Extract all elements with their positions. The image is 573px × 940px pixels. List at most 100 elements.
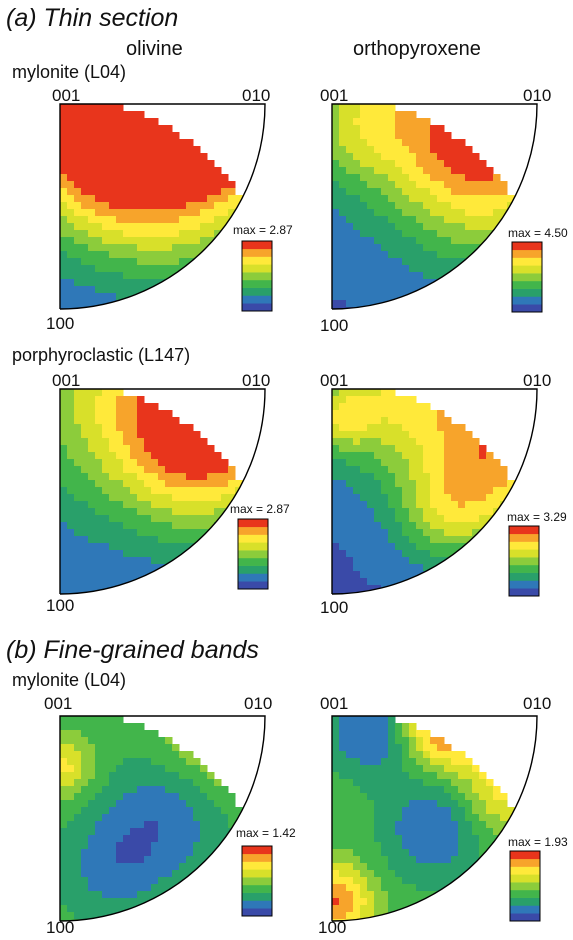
density-cell bbox=[388, 905, 396, 913]
density-cell bbox=[144, 807, 152, 815]
density-cell bbox=[444, 431, 452, 439]
density-cell bbox=[221, 800, 229, 808]
density-cell bbox=[458, 814, 466, 822]
density-cell bbox=[137, 118, 145, 126]
density-cell bbox=[81, 529, 89, 537]
density-cell bbox=[388, 772, 396, 780]
density-cell bbox=[144, 863, 152, 871]
density-cell bbox=[123, 195, 131, 203]
density-cell bbox=[465, 856, 473, 864]
density-cell bbox=[116, 251, 124, 259]
density-cell bbox=[151, 202, 159, 210]
density-cell bbox=[88, 578, 96, 586]
density-cell bbox=[130, 396, 138, 404]
density-cell bbox=[367, 104, 375, 112]
density-cell bbox=[116, 814, 124, 822]
density-cell bbox=[74, 828, 82, 836]
color-scale-bar bbox=[508, 525, 540, 597]
density-cell bbox=[402, 821, 410, 829]
density-cell bbox=[416, 508, 424, 516]
density-cell bbox=[81, 557, 89, 565]
density-cell bbox=[158, 744, 166, 752]
density-cell bbox=[130, 877, 138, 885]
density-cell bbox=[374, 550, 382, 558]
density-cell bbox=[416, 202, 424, 210]
density-cell bbox=[123, 417, 131, 425]
density-cell bbox=[60, 272, 68, 280]
density-cell bbox=[193, 800, 201, 808]
density-cell bbox=[367, 758, 375, 766]
density-cell bbox=[109, 744, 117, 752]
density-cell bbox=[388, 480, 396, 488]
density-cell bbox=[186, 870, 194, 878]
density-cell bbox=[74, 835, 82, 843]
density-cell bbox=[332, 856, 340, 864]
color-scale-segment bbox=[512, 296, 542, 305]
density-cell bbox=[367, 898, 375, 906]
density-cell bbox=[116, 863, 124, 871]
density-cell bbox=[193, 216, 201, 224]
density-cell bbox=[332, 403, 340, 411]
density-cell bbox=[102, 494, 110, 502]
density-cell bbox=[102, 125, 110, 133]
density-cell bbox=[402, 571, 410, 579]
density-cell bbox=[388, 111, 396, 119]
density-cell bbox=[81, 111, 89, 119]
density-cell bbox=[88, 438, 96, 446]
density-cell bbox=[60, 244, 68, 252]
density-cell bbox=[472, 515, 480, 523]
density-cell bbox=[374, 167, 382, 175]
density-cell bbox=[465, 821, 473, 829]
density-cell bbox=[116, 459, 124, 467]
density-cell bbox=[360, 723, 368, 731]
density-cell bbox=[74, 195, 82, 203]
density-cell bbox=[81, 578, 89, 586]
density-cell bbox=[346, 744, 354, 752]
density-cell bbox=[130, 237, 138, 245]
density-cell bbox=[332, 863, 340, 871]
density-cell bbox=[95, 487, 103, 495]
density-cell bbox=[339, 515, 347, 523]
density-cell bbox=[367, 522, 375, 530]
density-cell bbox=[95, 223, 103, 231]
density-cell bbox=[186, 835, 194, 843]
density-cell bbox=[381, 758, 389, 766]
density-cell bbox=[88, 286, 96, 294]
density-cell bbox=[74, 125, 82, 133]
density-cell bbox=[137, 396, 145, 404]
density-cell bbox=[116, 786, 124, 794]
density-cell bbox=[165, 877, 173, 885]
density-cell bbox=[374, 139, 382, 147]
density-cell bbox=[214, 835, 222, 843]
density-cell bbox=[388, 452, 396, 460]
density-cell bbox=[444, 779, 452, 787]
density-cell bbox=[179, 195, 187, 203]
density-cell bbox=[74, 202, 82, 210]
density-cell bbox=[388, 272, 396, 280]
density-cell bbox=[88, 898, 96, 906]
density-cell bbox=[74, 891, 82, 899]
density-cell bbox=[381, 160, 389, 168]
density-cell bbox=[409, 772, 417, 780]
density-cell bbox=[88, 550, 96, 558]
density-cell bbox=[144, 821, 152, 829]
density-cell bbox=[186, 146, 194, 154]
density-cell bbox=[374, 195, 382, 203]
density-cell bbox=[144, 153, 152, 161]
density-cell bbox=[451, 258, 459, 266]
density-cell bbox=[374, 765, 382, 773]
density-cell bbox=[458, 174, 466, 182]
density-cell bbox=[102, 389, 110, 397]
density-cell bbox=[228, 466, 236, 474]
density-cell bbox=[158, 849, 166, 857]
density-cell bbox=[388, 716, 396, 724]
density-cell bbox=[60, 160, 68, 168]
density-cell bbox=[151, 445, 159, 453]
density-cell bbox=[353, 272, 361, 280]
density-cell bbox=[437, 146, 445, 154]
density-cell bbox=[130, 884, 138, 892]
density-cell bbox=[346, 445, 354, 453]
density-cell bbox=[60, 258, 68, 266]
density-cell bbox=[172, 744, 180, 752]
density-cell bbox=[179, 508, 187, 516]
